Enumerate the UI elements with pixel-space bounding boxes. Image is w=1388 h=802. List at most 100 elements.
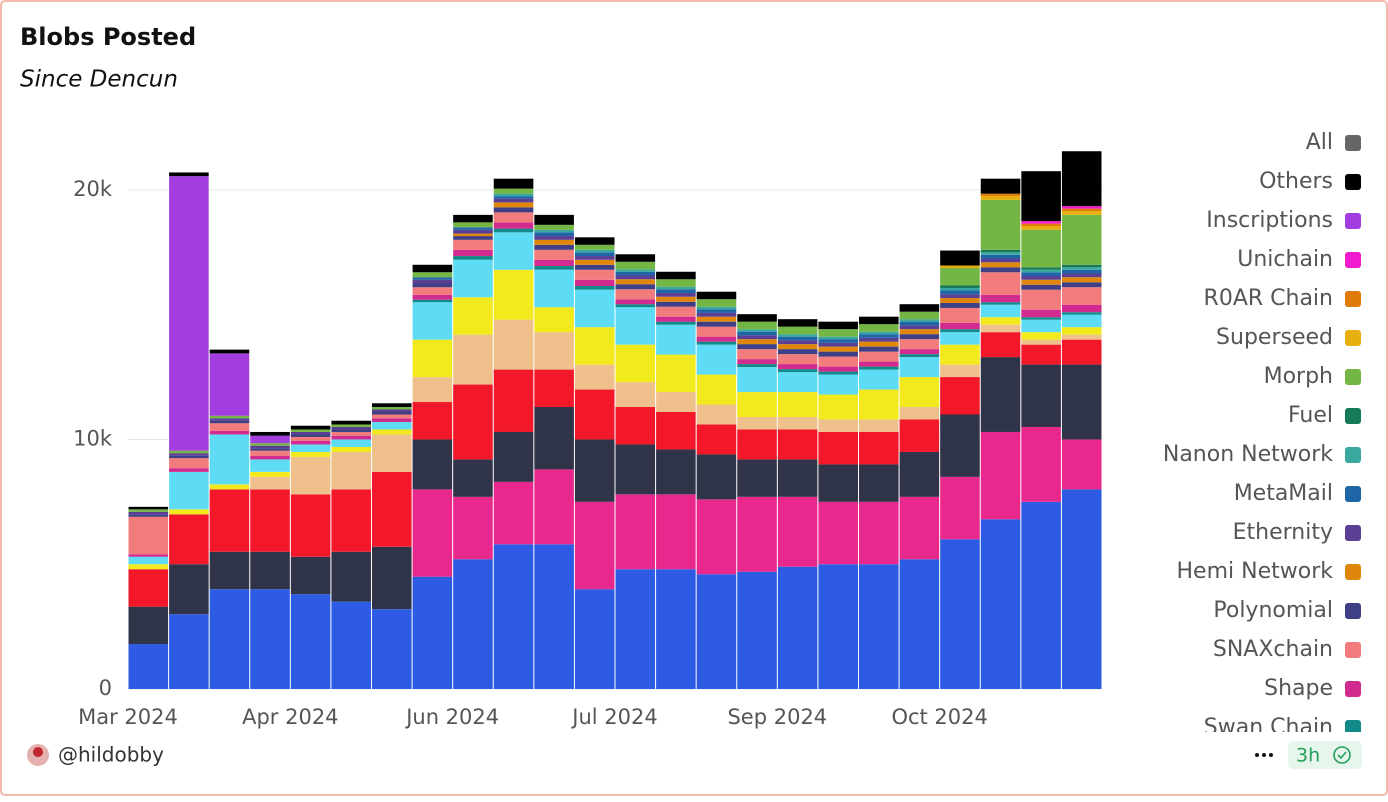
bar-segment bbox=[777, 364, 818, 370]
bar-segment bbox=[1021, 269, 1061, 273]
bar-segment bbox=[534, 407, 574, 470]
author[interactable]: @hildobby bbox=[58, 743, 164, 767]
bar-segment bbox=[980, 317, 1021, 325]
bar-segment bbox=[859, 346, 899, 352]
bar-segment bbox=[493, 202, 534, 208]
bar-segment bbox=[615, 289, 656, 300]
bar-segment bbox=[534, 224, 574, 230]
bar-segment bbox=[899, 496, 940, 560]
bar-segment bbox=[453, 459, 493, 497]
bar-segment bbox=[331, 431, 371, 436]
bar-segment bbox=[493, 198, 534, 203]
bar-segment bbox=[980, 431, 1021, 520]
bar-segment bbox=[1021, 267, 1061, 270]
bar-segment bbox=[574, 237, 615, 245]
bar-segment bbox=[574, 285, 615, 290]
bar-segment bbox=[656, 316, 696, 322]
bar-segment bbox=[1021, 279, 1061, 285]
bar-segment bbox=[1021, 339, 1061, 345]
bar-segment bbox=[899, 321, 940, 326]
bar-segment bbox=[169, 509, 209, 515]
bar-segment bbox=[737, 329, 777, 332]
bar-segment bbox=[128, 644, 169, 689]
bar-segment bbox=[574, 327, 615, 365]
bar-segment bbox=[940, 302, 980, 308]
bar-segment bbox=[574, 589, 615, 689]
bar-segment bbox=[859, 501, 899, 565]
legend-label: Others bbox=[1259, 169, 1333, 194]
bar-segment bbox=[1061, 489, 1102, 689]
bar-segment bbox=[940, 290, 980, 295]
bar-segment bbox=[250, 589, 290, 689]
bar-segment bbox=[696, 291, 737, 300]
bar-segment bbox=[250, 448, 290, 451]
bar-segment bbox=[331, 601, 371, 689]
bar-segment bbox=[777, 336, 818, 341]
bar-segment bbox=[453, 334, 493, 385]
bar-segment bbox=[250, 476, 290, 490]
bar-segment bbox=[940, 539, 980, 689]
bar-segment bbox=[1021, 319, 1061, 333]
bar-segment bbox=[412, 272, 453, 278]
bar-segment bbox=[737, 331, 777, 336]
bar-segment bbox=[453, 249, 493, 257]
bar-segment bbox=[940, 329, 980, 333]
bar-segment bbox=[737, 459, 777, 497]
bar-segment bbox=[534, 332, 574, 370]
bar-segment bbox=[128, 556, 169, 565]
bar-segment bbox=[696, 454, 737, 500]
bar-segment bbox=[331, 439, 371, 447]
bar-segment bbox=[1021, 426, 1061, 502]
bar-segment bbox=[940, 414, 980, 477]
bar-segment bbox=[534, 469, 574, 545]
bar-segment bbox=[940, 265, 980, 269]
bar-segment bbox=[980, 178, 1021, 194]
bar-segment bbox=[453, 239, 493, 250]
bar-segment bbox=[209, 484, 250, 490]
bar-segment bbox=[818, 564, 858, 689]
bar-segment bbox=[412, 277, 453, 280]
bar-segment bbox=[574, 389, 615, 440]
bar-segment bbox=[859, 419, 899, 432]
bar-segment bbox=[574, 269, 615, 280]
bar-segment bbox=[899, 357, 940, 378]
bar-segment bbox=[1061, 312, 1102, 315]
bar-segment bbox=[574, 439, 615, 502]
more-menu[interactable] bbox=[1255, 753, 1273, 757]
bar-segment bbox=[899, 407, 940, 420]
bar-segment bbox=[290, 436, 331, 441]
bar-segment bbox=[412, 489, 453, 577]
legend-swatch bbox=[1345, 135, 1361, 151]
bar-segment bbox=[1061, 327, 1102, 335]
bar-segment bbox=[453, 227, 493, 230]
legend-swatch bbox=[1345, 408, 1361, 424]
bar-segment bbox=[615, 254, 656, 262]
x-tick-label: Apr 2024 bbox=[242, 705, 338, 729]
bar-segment bbox=[1061, 273, 1102, 278]
bar-segment bbox=[372, 429, 412, 435]
bar-segment bbox=[169, 450, 209, 454]
bar-segment bbox=[453, 214, 493, 223]
bar-segment bbox=[412, 264, 453, 273]
bar-segment bbox=[412, 294, 453, 300]
bar-segment bbox=[1021, 223, 1061, 227]
avatar-detail bbox=[33, 747, 43, 757]
bar-segment bbox=[737, 321, 777, 330]
bar-segment bbox=[1021, 171, 1061, 222]
bar-segment bbox=[209, 420, 250, 424]
bar-segment bbox=[209, 418, 250, 421]
bar-segment bbox=[250, 551, 290, 590]
legend-label: Superseed bbox=[1216, 325, 1333, 350]
bar-segment bbox=[696, 316, 737, 322]
bar-segment bbox=[777, 496, 818, 567]
bar-segment bbox=[453, 233, 493, 237]
bar-segment bbox=[534, 236, 574, 240]
bar-segment bbox=[737, 571, 777, 689]
bar-segment bbox=[372, 414, 412, 419]
bar-segment bbox=[372, 421, 412, 430]
bar-segment bbox=[859, 337, 899, 342]
bar-segment bbox=[1061, 364, 1102, 440]
bar-segment bbox=[209, 349, 250, 354]
bar-segment bbox=[372, 407, 412, 410]
bar-segment bbox=[412, 302, 453, 340]
